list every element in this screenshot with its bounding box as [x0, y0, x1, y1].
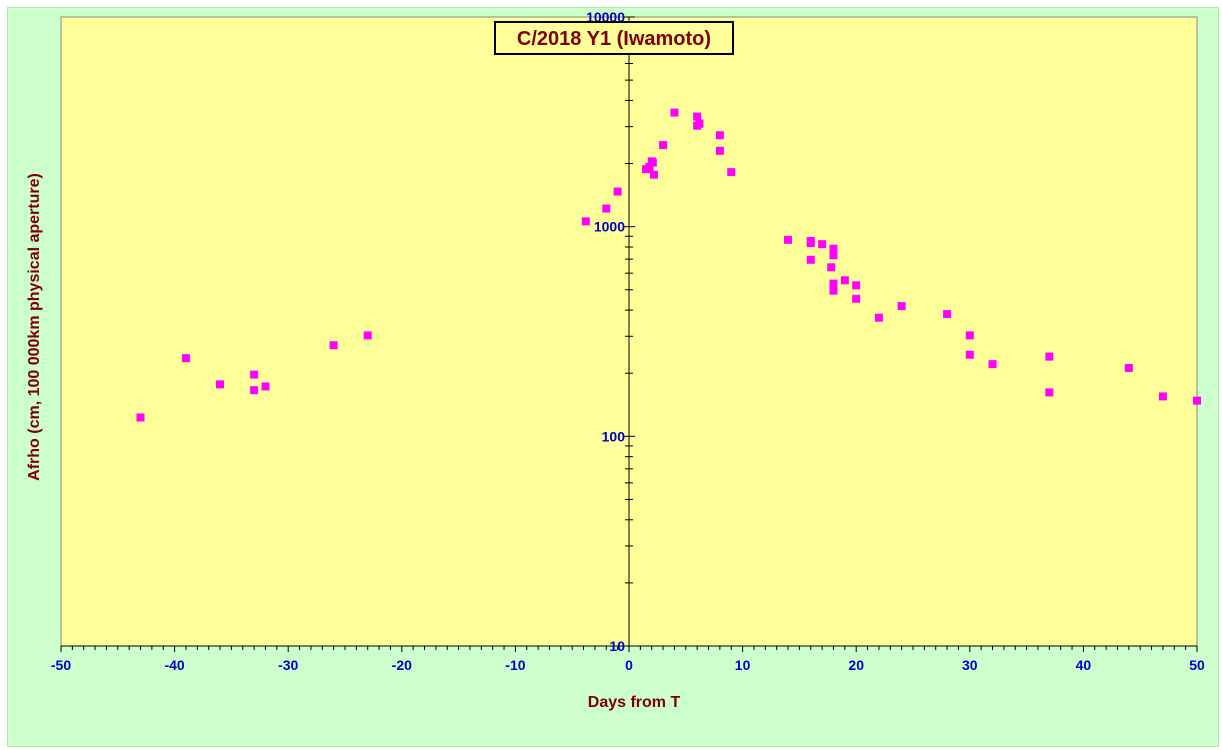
data-point	[965, 350, 974, 359]
x-tick-label: -40	[164, 657, 184, 673]
data-point	[1045, 388, 1054, 397]
data-point	[1045, 352, 1054, 361]
data-point	[1193, 396, 1201, 405]
x-axis-title: Days from T	[588, 694, 681, 711]
data-point	[727, 168, 736, 177]
data-point	[829, 251, 838, 260]
data-point	[988, 360, 997, 369]
data-point	[784, 235, 793, 244]
data-point	[827, 263, 836, 272]
x-tick-label: 20	[848, 657, 864, 673]
data-point	[852, 281, 861, 290]
x-tick-label: -20	[392, 657, 412, 673]
x-tick-label: -10	[505, 657, 525, 673]
data-point	[261, 382, 270, 391]
data-point	[136, 413, 145, 422]
data-point	[250, 370, 259, 379]
data-point	[363, 331, 372, 340]
data-point	[943, 310, 952, 319]
data-point	[648, 158, 657, 167]
data-point	[181, 354, 190, 363]
data-point	[874, 313, 883, 322]
data-point	[1158, 392, 1167, 401]
data-point	[829, 244, 838, 253]
y-tick-label: 10	[609, 638, 625, 654]
data-point	[649, 170, 658, 179]
chart-title-box: C/2018 Y1 (Iwamoto)	[494, 21, 734, 55]
data-point	[216, 380, 225, 389]
data-point	[818, 240, 827, 249]
data-point	[693, 112, 702, 121]
chart-title: C/2018 Y1 (Iwamoto)	[517, 28, 711, 50]
x-tick-label: 50	[1189, 657, 1205, 673]
data-point	[659, 141, 668, 150]
x-tick-label: 30	[962, 657, 978, 673]
data-point	[806, 239, 815, 248]
data-point	[806, 255, 815, 264]
data-point	[840, 276, 849, 285]
data-point	[695, 119, 704, 128]
data-point	[715, 146, 724, 155]
data-point	[965, 331, 974, 340]
x-tick-label: 40	[1076, 657, 1092, 673]
data-point	[670, 108, 679, 117]
data-point	[829, 286, 838, 295]
data-point	[852, 294, 861, 303]
x-tick-label: -50	[51, 657, 71, 673]
data-point	[581, 217, 590, 226]
y-tick-label: 1000	[594, 219, 625, 235]
x-tick-label: 0	[625, 657, 633, 673]
data-point	[1124, 363, 1133, 372]
data-point	[829, 279, 838, 288]
y-axis-title: Afrho (cm, 100 000km physical aperture)	[26, 173, 43, 481]
data-points	[136, 108, 1201, 422]
data-point	[645, 162, 654, 171]
data-point	[897, 302, 906, 311]
data-point	[715, 131, 724, 140]
data-point	[329, 341, 338, 350]
y-tick-label: 100	[602, 428, 626, 444]
data-point	[250, 386, 259, 395]
data-point	[602, 204, 611, 213]
data-point	[613, 187, 622, 196]
x-tick-label: 10	[735, 657, 751, 673]
x-tick-label: -30	[278, 657, 298, 673]
